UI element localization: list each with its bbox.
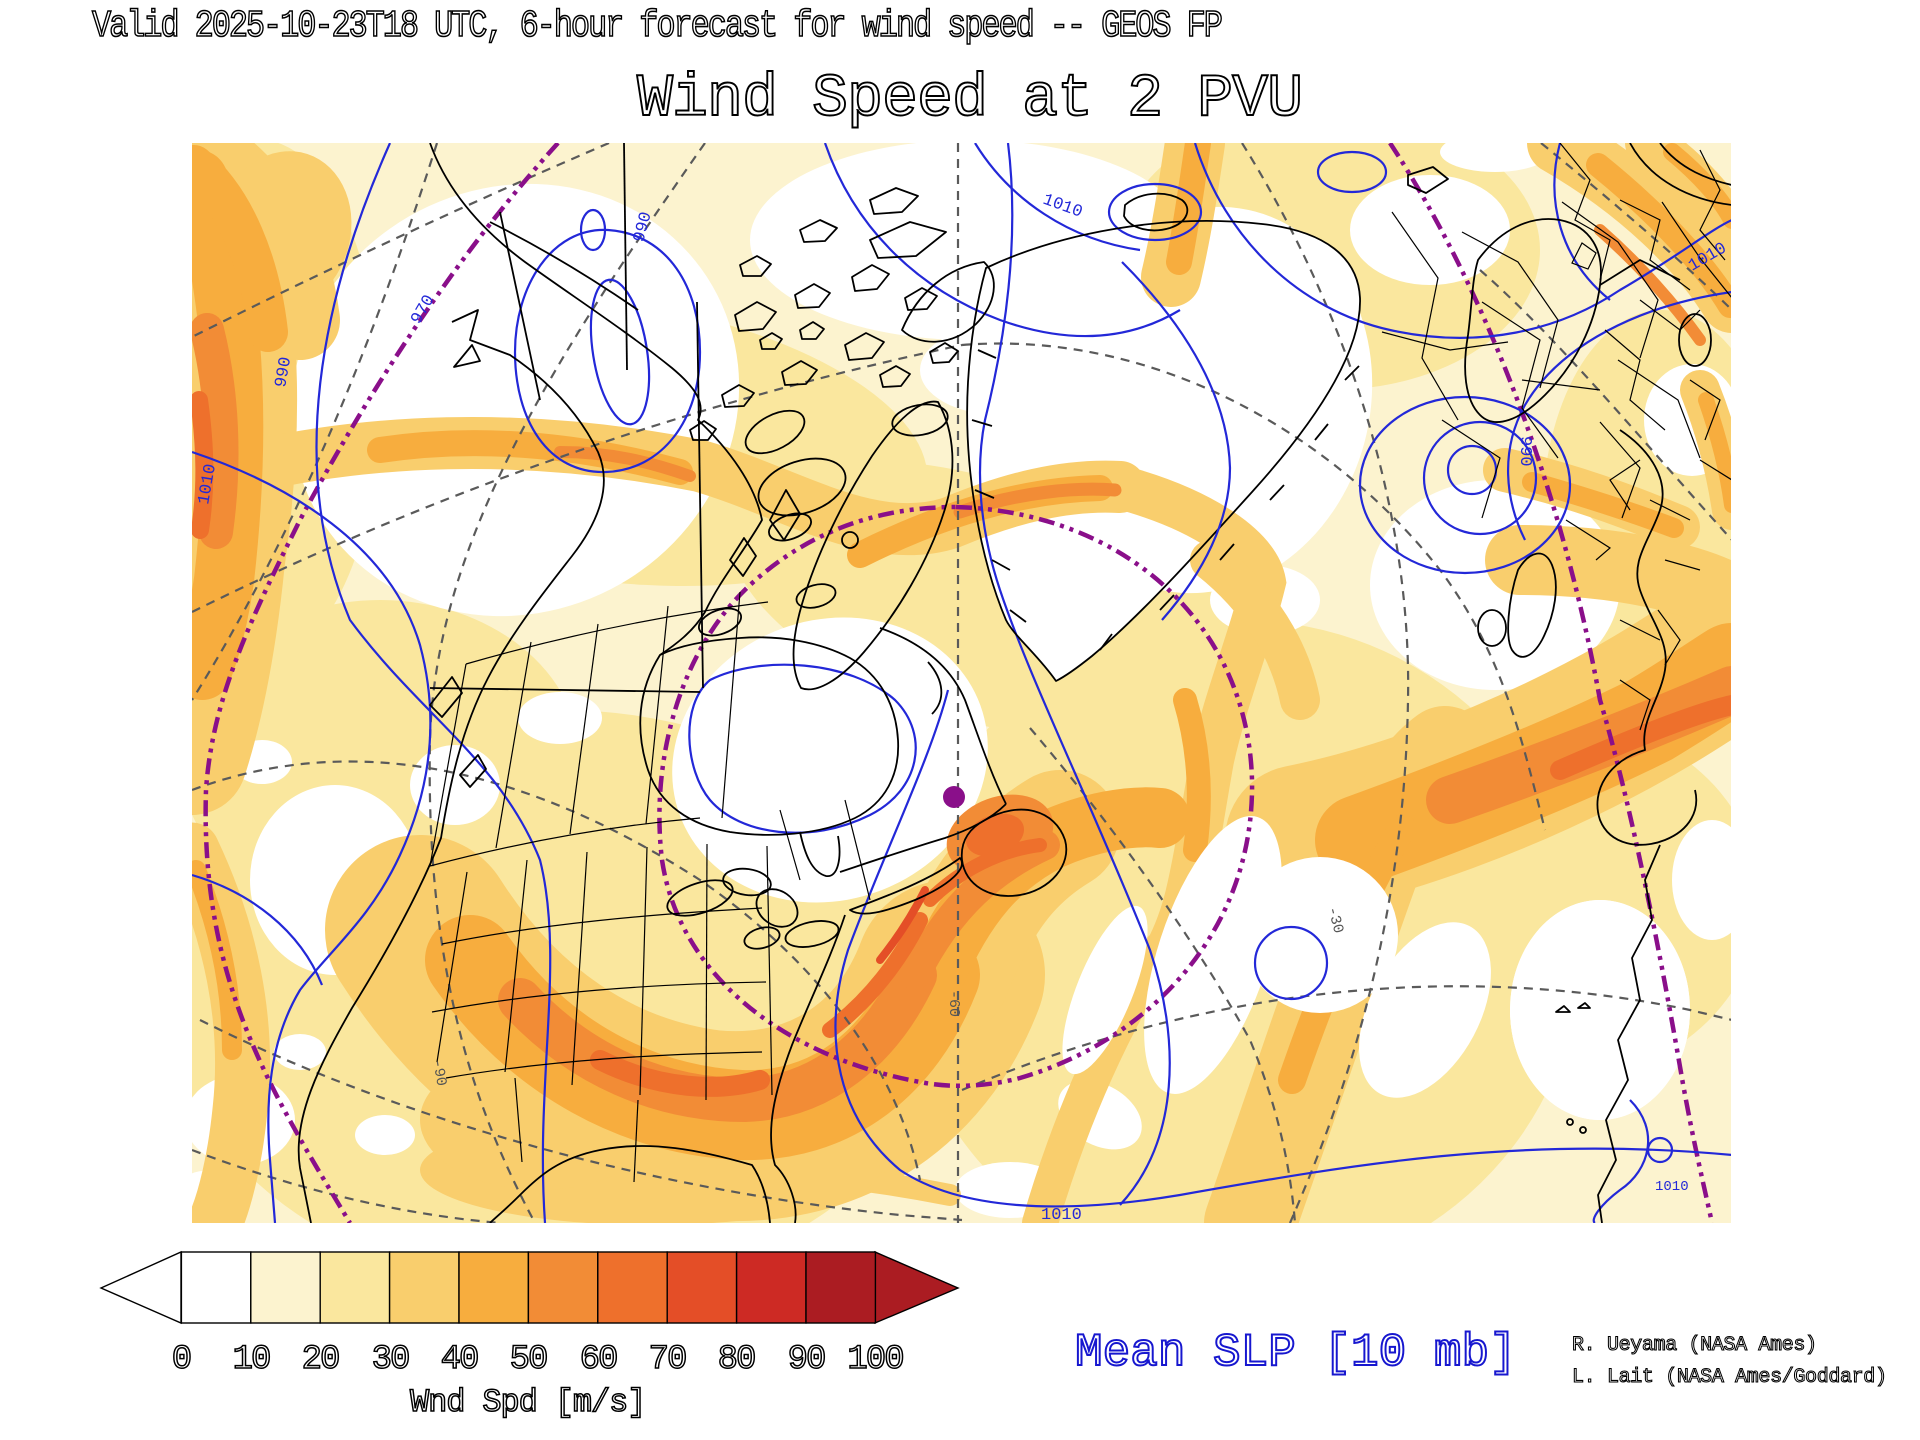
svg-text:-30: -30: [1323, 905, 1346, 935]
svg-text:990: 990: [1515, 436, 1534, 467]
svg-text:-60: -60: [945, 990, 962, 1017]
svg-text:1010: 1010: [1041, 1206, 1082, 1223]
svg-text:-90: -90: [428, 1058, 449, 1088]
svg-text:1010: 1010: [1655, 1179, 1689, 1195]
